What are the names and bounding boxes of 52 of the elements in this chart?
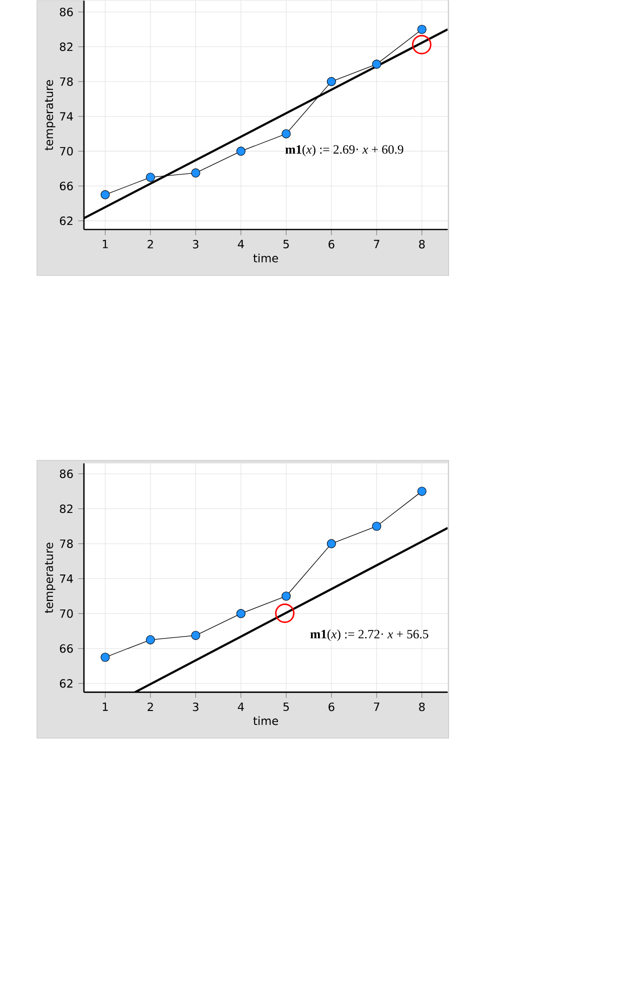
y-tick-label: 86 (60, 470, 74, 478)
y-tick-label: 78 (60, 539, 73, 548)
x-tick-label: 1 (103, 702, 108, 711)
x-tick-label: 5 (284, 702, 289, 712)
x-axis-title: time (254, 254, 278, 262)
point (146, 172, 156, 182)
point (236, 609, 246, 618)
y-tick-label: 78 (60, 77, 73, 86)
x-tick-label: 4 (238, 240, 244, 248)
point (327, 539, 336, 548)
x-tick-label: 8 (419, 240, 425, 248)
annotation: m1(x) := 2.72· x + 56.5 (310, 630, 428, 641)
point (236, 146, 246, 156)
y-tick-label: 74 (60, 574, 74, 583)
x-tick-label: 8 (419, 702, 425, 712)
x-tick-label: 4 (238, 702, 244, 711)
x-tick-label: 2 (148, 240, 154, 248)
x-tick-label: 7 (374, 702, 380, 711)
y-tick-label: 86 (60, 8, 74, 16)
y-tick-label: 66 (60, 182, 74, 190)
x-tick-label: 5 (284, 240, 289, 248)
point (282, 129, 291, 138)
x-tick-label: 2 (148, 702, 154, 711)
x-tick-label: 3 (193, 240, 199, 248)
point (191, 630, 200, 640)
point (146, 635, 156, 644)
point (372, 60, 382, 69)
y-tick-label: 62 (60, 216, 73, 226)
point (418, 486, 427, 496)
x-tick-label: 3 (193, 702, 199, 712)
point (100, 652, 110, 662)
point (282, 592, 291, 601)
x-tick-label: 6 (328, 702, 335, 712)
y-tick-label: 70 (60, 609, 74, 618)
y-tick-label: 82 (60, 42, 73, 52)
y-tick-label: 74 (60, 112, 74, 121)
point (191, 168, 200, 178)
annotation: m1(x) := 2.69· x + 60.9 (286, 144, 404, 156)
point (327, 77, 336, 86)
y-tick-label: 82 (60, 504, 73, 514)
y-axis-title: temperature (45, 542, 56, 614)
y-axis-title: temperature (45, 80, 56, 150)
point (100, 190, 110, 200)
x-tick-label: 6 (328, 240, 335, 248)
y-tick-label: 62 (60, 679, 73, 688)
x-axis-title: time (254, 716, 278, 726)
x-tick-label: 7 (374, 240, 380, 248)
point (372, 522, 382, 531)
point (418, 24, 427, 34)
x-tick-label: 1 (103, 240, 108, 248)
y-tick-label: 70 (60, 146, 74, 156)
y-tick-label: 66 (60, 644, 74, 653)
